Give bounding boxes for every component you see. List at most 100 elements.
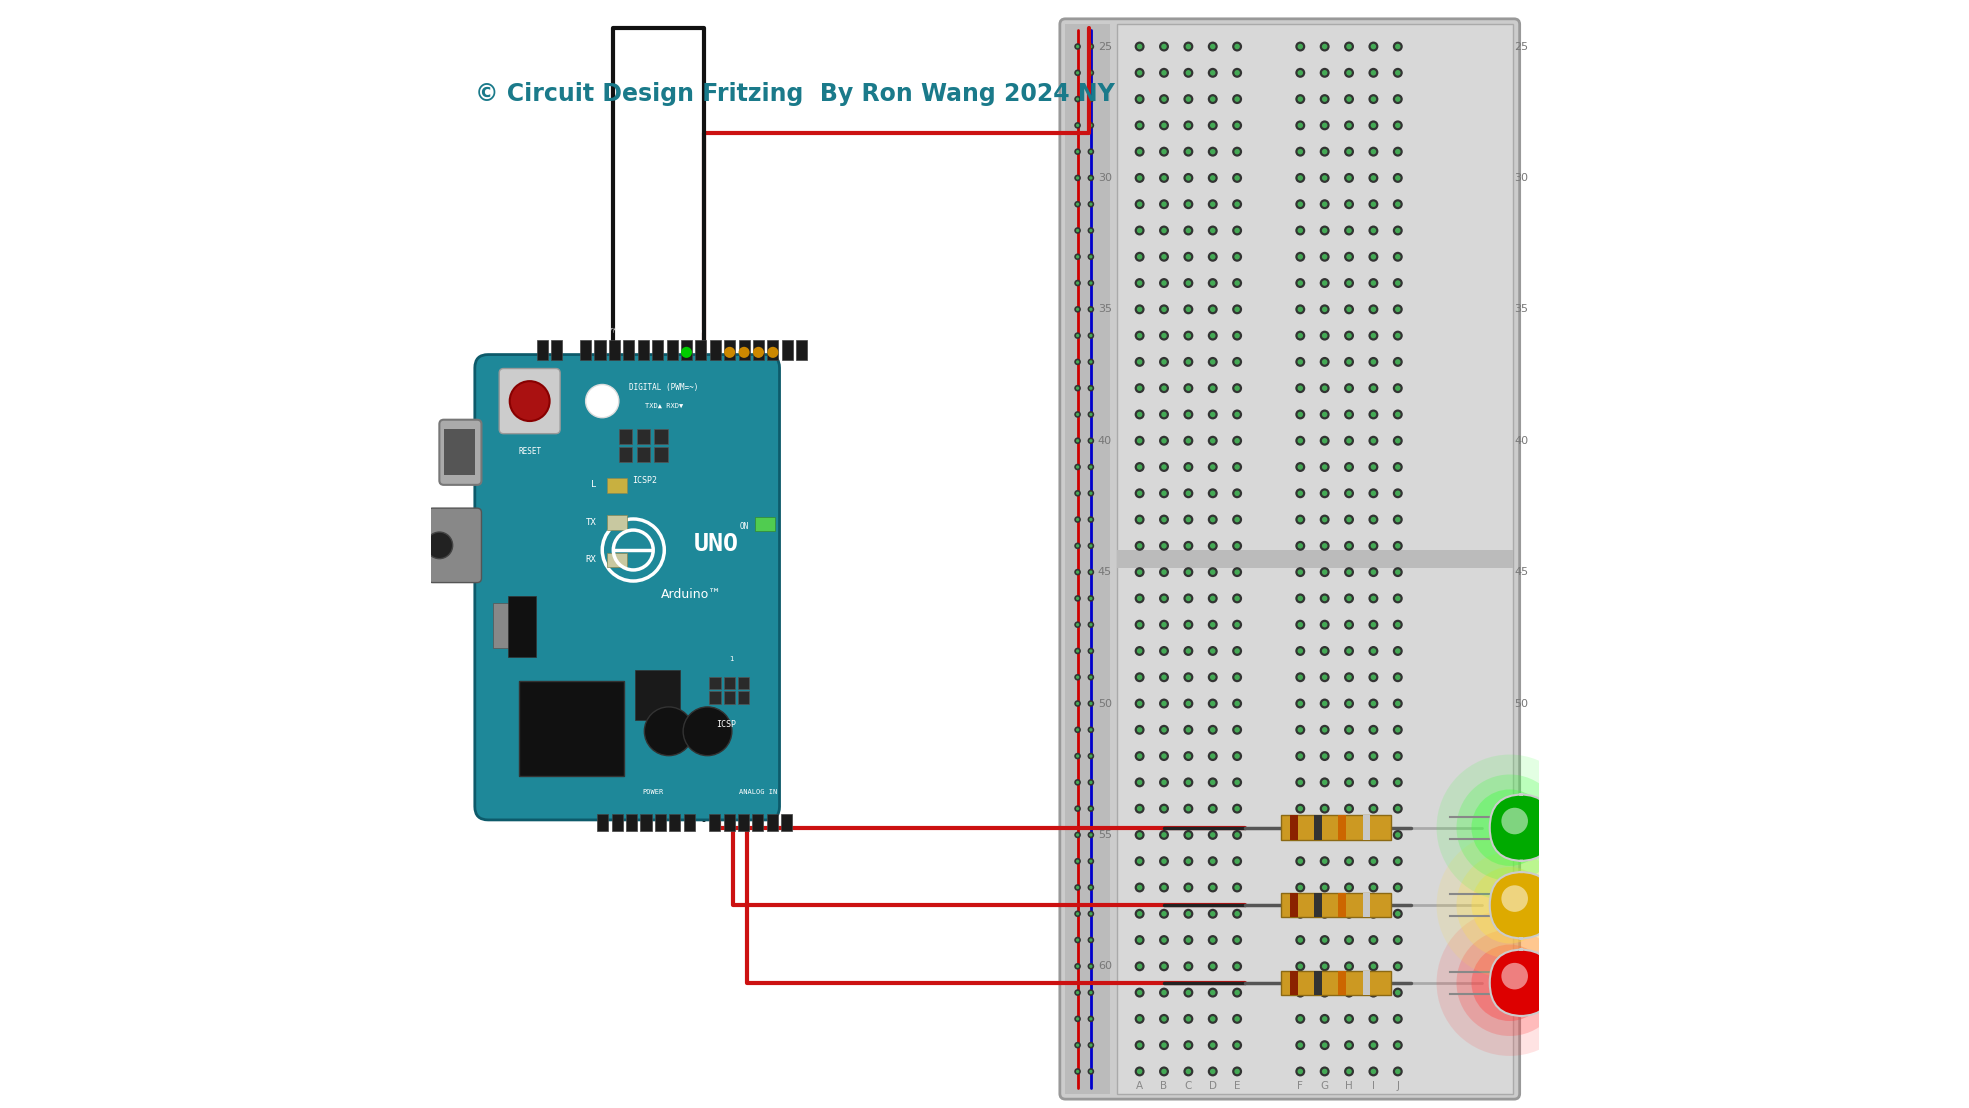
Circle shape [1211, 622, 1215, 627]
Circle shape [1160, 987, 1170, 997]
Circle shape [1075, 201, 1081, 207]
Circle shape [1162, 307, 1168, 312]
Circle shape [1134, 68, 1144, 78]
Circle shape [1162, 570, 1168, 575]
Bar [695, 340, 707, 360]
Circle shape [1321, 1016, 1327, 1022]
Text: 40: 40 [1099, 435, 1112, 445]
Circle shape [1298, 675, 1303, 680]
Circle shape [1185, 937, 1191, 943]
Circle shape [1345, 383, 1355, 393]
Text: ANALOG IN: ANALOG IN [738, 789, 778, 796]
Circle shape [1087, 463, 1095, 470]
Circle shape [1347, 175, 1353, 181]
Circle shape [1235, 491, 1240, 496]
Circle shape [1368, 305, 1378, 315]
Circle shape [1207, 778, 1217, 788]
Circle shape [1319, 330, 1329, 340]
Circle shape [1185, 675, 1191, 680]
Circle shape [1185, 123, 1191, 129]
Circle shape [1296, 1066, 1305, 1076]
Circle shape [1183, 435, 1193, 445]
Circle shape [1298, 412, 1303, 418]
Circle shape [1207, 698, 1217, 708]
Text: GND: GND [540, 324, 545, 332]
Circle shape [1457, 930, 1563, 1036]
Circle shape [1502, 808, 1528, 834]
Circle shape [1319, 594, 1329, 604]
Circle shape [1347, 280, 1353, 286]
Circle shape [1394, 280, 1400, 286]
Circle shape [1298, 464, 1303, 470]
Text: TXD▲ RXD▼: TXD▲ RXD▼ [644, 402, 683, 409]
Circle shape [1370, 202, 1376, 207]
Circle shape [1394, 359, 1400, 365]
Circle shape [1296, 462, 1305, 472]
Bar [606, 553, 628, 567]
Circle shape [1136, 1016, 1142, 1022]
Circle shape [1211, 964, 1215, 970]
Circle shape [1233, 803, 1242, 813]
Circle shape [1075, 439, 1079, 442]
Circle shape [1345, 226, 1355, 236]
Circle shape [1162, 964, 1168, 970]
Circle shape [1502, 963, 1528, 989]
Circle shape [1160, 514, 1170, 524]
Circle shape [1321, 780, 1327, 786]
Bar [1363, 815, 1370, 840]
Circle shape [1087, 779, 1095, 786]
Circle shape [1160, 1066, 1170, 1076]
Circle shape [1233, 1040, 1242, 1050]
Circle shape [1075, 44, 1079, 49]
Circle shape [1296, 567, 1305, 577]
Circle shape [1347, 412, 1353, 418]
Text: 13: 13 [770, 326, 776, 332]
Circle shape [1162, 727, 1168, 732]
Circle shape [1296, 489, 1305, 499]
Circle shape [1298, 359, 1303, 365]
Circle shape [1075, 124, 1079, 127]
Circle shape [1233, 121, 1242, 131]
Circle shape [1134, 594, 1144, 604]
Text: 12: 12 [756, 326, 760, 332]
Circle shape [1233, 935, 1242, 945]
Circle shape [1134, 462, 1144, 472]
Circle shape [1136, 884, 1142, 890]
Circle shape [1160, 594, 1170, 604]
Circle shape [1183, 410, 1193, 420]
Circle shape [1183, 489, 1193, 499]
Circle shape [1368, 410, 1378, 420]
Circle shape [1075, 595, 1081, 602]
Circle shape [1319, 435, 1329, 445]
Circle shape [1075, 833, 1079, 837]
Circle shape [1235, 832, 1240, 838]
Circle shape [1392, 698, 1402, 708]
Bar [1363, 971, 1370, 995]
Circle shape [1207, 226, 1217, 236]
Circle shape [1207, 489, 1217, 499]
Circle shape [1345, 646, 1355, 656]
Circle shape [1235, 254, 1240, 259]
Circle shape [1298, 148, 1303, 154]
Circle shape [1345, 856, 1355, 866]
Circle shape [1162, 202, 1168, 207]
Circle shape [1370, 123, 1376, 129]
Circle shape [1298, 516, 1303, 522]
Bar [738, 340, 750, 360]
Circle shape [1087, 832, 1095, 839]
Circle shape [1211, 780, 1215, 786]
Circle shape [1183, 935, 1193, 945]
Circle shape [1319, 1066, 1329, 1076]
Text: 35: 35 [1099, 305, 1112, 315]
Bar [656, 814, 666, 831]
Circle shape [1345, 146, 1355, 156]
Circle shape [1345, 619, 1355, 629]
Bar [666, 340, 677, 360]
Circle shape [1319, 278, 1329, 288]
Bar [618, 430, 632, 444]
Bar [1290, 893, 1298, 917]
Circle shape [1235, 622, 1240, 627]
Circle shape [1392, 725, 1402, 735]
Text: TX: TX [585, 517, 597, 526]
Text: ~10: ~10 [727, 322, 732, 332]
